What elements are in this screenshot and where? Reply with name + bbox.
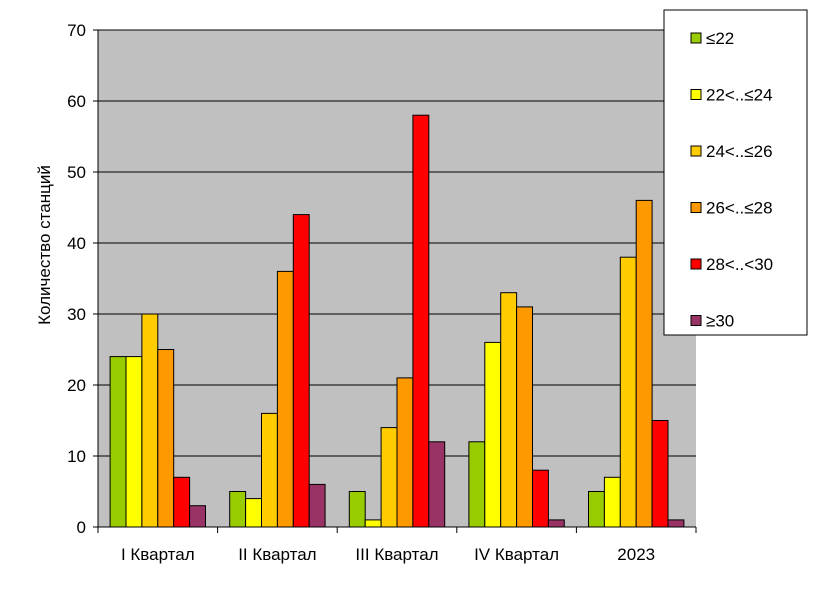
x-tick-label: 2023 <box>617 545 655 564</box>
x-tick-labels: I Квартал II Квартал III Квартал IV Квартал… <box>97 527 697 564</box>
x-tick-label: I Квартал <box>121 545 195 564</box>
bar <box>173 476 191 528</box>
bar <box>635 199 653 528</box>
legend-swatch <box>690 202 702 213</box>
bar <box>603 476 621 528</box>
y-tick-labels: 0 10 20 30 40 50 60 70 <box>67 21 98 537</box>
bar <box>109 356 127 528</box>
legend-swatch <box>690 32 702 44</box>
x-tick-label: II Квартал <box>238 545 316 564</box>
legend-label: 22<..≤24 <box>706 86 773 105</box>
bar <box>484 341 502 528</box>
bar <box>380 427 398 528</box>
bar <box>547 519 565 528</box>
bar <box>532 469 549 528</box>
bar <box>261 412 278 528</box>
y-tick-label: 60 <box>67 92 86 111</box>
legend-box <box>663 9 808 336</box>
bar <box>292 214 310 528</box>
axes <box>97 30 696 528</box>
x-tick-label: III Квартал <box>355 545 438 564</box>
bar <box>396 377 414 528</box>
y-tick-label: 0 <box>77 518 86 537</box>
legend-swatch <box>690 89 702 100</box>
legend-label: ≥30 <box>706 312 734 331</box>
bar <box>412 114 430 528</box>
bar <box>588 491 605 528</box>
y-tick-label: 70 <box>67 21 86 40</box>
legend-label: ≤22 <box>706 29 734 48</box>
legend: ≤22 22<..≤24 24<..≤26 26<..≤28 28<..<30 ≥30 <box>663 9 808 336</box>
bar <box>667 519 685 528</box>
legend-swatch <box>690 315 702 326</box>
legend-swatch <box>690 258 702 270</box>
bar <box>651 420 669 528</box>
legend-swatch <box>690 145 702 157</box>
bar <box>619 256 637 528</box>
legend-label: 24<..≤26 <box>706 142 773 161</box>
bar <box>125 356 143 528</box>
legend-label: 28<..<30 <box>706 255 773 274</box>
x-tick-label: IV Квартал <box>474 545 559 564</box>
bar <box>276 270 294 528</box>
legend-label: 26<..≤28 <box>706 199 773 218</box>
bar <box>516 306 533 528</box>
y-tick-label: 50 <box>67 163 86 182</box>
y-axis-title: Количество станций <box>35 165 54 325</box>
bar <box>348 491 366 528</box>
y-tick-label: 10 <box>67 447 86 466</box>
bar <box>189 505 207 528</box>
bar <box>428 441 446 528</box>
bar <box>308 483 326 528</box>
bar <box>157 349 175 528</box>
y-tick-label: 20 <box>67 376 86 395</box>
bars <box>109 114 685 528</box>
y-tick-label: 30 <box>67 305 86 324</box>
bar <box>500 292 518 528</box>
y-tick-label: 40 <box>67 234 86 253</box>
bar <box>364 519 382 528</box>
bar <box>229 491 247 528</box>
bar <box>468 441 486 528</box>
bar <box>141 313 159 528</box>
bar <box>245 498 263 528</box>
